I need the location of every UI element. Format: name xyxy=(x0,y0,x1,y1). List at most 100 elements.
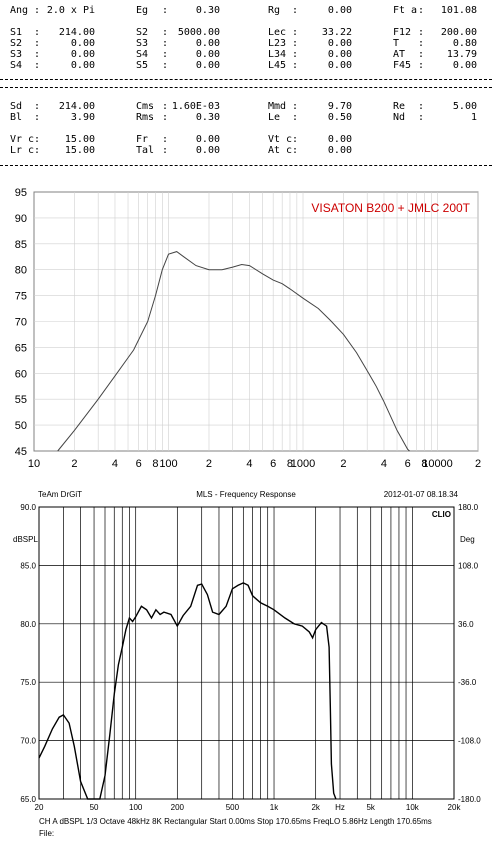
param-label: Vt c xyxy=(268,134,293,145)
param-label: Sd xyxy=(10,101,23,112)
param-colon: : xyxy=(34,145,41,156)
x-tick-label: 4 xyxy=(246,458,252,470)
param-value: 0.00 xyxy=(452,60,477,71)
param-colon: : xyxy=(34,134,41,145)
param-colon: : xyxy=(162,27,169,38)
param-colon: : xyxy=(292,27,299,38)
param-colon: : xyxy=(162,112,169,123)
param-colon: : xyxy=(292,38,299,49)
param-colon: : xyxy=(418,5,425,16)
x-tick-label: 2k xyxy=(311,803,320,812)
param-value: 200.00 xyxy=(440,27,477,38)
param-value: 0.00 xyxy=(327,60,352,71)
brand-label: CLIO xyxy=(432,510,451,519)
dashed-separator xyxy=(0,79,492,80)
param-label: Tal xyxy=(136,145,155,156)
header-right: 2012-01-07 08.18.34 xyxy=(384,490,459,499)
x-tick-label: 8 xyxy=(421,458,427,470)
param-colon: : xyxy=(292,101,299,112)
param-label: Vr c xyxy=(10,134,35,145)
param-label: Nd xyxy=(393,112,406,123)
param-colon: : xyxy=(162,134,169,145)
param-value: 0.00 xyxy=(327,5,352,16)
chart-title: MLS - Frequency Response xyxy=(196,490,296,499)
x-tick-label: 6 xyxy=(270,458,276,470)
param-label: S2 xyxy=(136,27,149,38)
param-label: T xyxy=(393,38,400,49)
param-colon: : xyxy=(418,60,425,71)
x-tick-label: 1000 xyxy=(291,458,315,470)
param-label: AT xyxy=(393,49,406,60)
param-value: 0.50 xyxy=(327,112,352,123)
param-value: 0.00 xyxy=(327,145,352,156)
param-label: L23 xyxy=(268,38,287,49)
param-value: 5000.00 xyxy=(177,27,220,38)
x-tick-label: 500 xyxy=(226,803,240,812)
param-value: 2.0 x Pi xyxy=(46,5,95,16)
measured-response-chart: TeAm DrGiT MLS - Frequency Response 2012-0… xyxy=(13,490,481,838)
y2-axis-label: Deg xyxy=(460,535,475,544)
x-tick-label: 1k xyxy=(270,803,279,812)
x-tick-label: 50 xyxy=(90,803,99,812)
param-value: 13.79 xyxy=(446,49,477,60)
param-colon: : xyxy=(162,5,169,16)
param-colon: : xyxy=(292,5,299,16)
param-label: S4 xyxy=(10,60,23,71)
param-label: S3 xyxy=(136,38,149,49)
param-label: Lr c xyxy=(10,145,35,156)
y2-tick-label: -36.0 xyxy=(458,678,477,687)
param-label: S3 xyxy=(10,49,23,60)
y-tick-label: 45 xyxy=(15,446,27,458)
param-label: Ang xyxy=(10,5,29,16)
x-tick-label: 10000 xyxy=(422,458,453,470)
param-colon: : xyxy=(34,112,41,123)
y-tick-label: 65.0 xyxy=(20,795,36,804)
param-value: 33.22 xyxy=(321,27,352,38)
dashed-separator xyxy=(0,87,492,88)
x-tick-label: 8 xyxy=(287,458,293,470)
y-tick-label: 95 xyxy=(15,187,27,199)
param-colon: : xyxy=(162,38,169,49)
param-colon: : xyxy=(162,145,169,156)
y-tick-label: 90 xyxy=(15,213,27,225)
param-label: L34 xyxy=(268,49,287,60)
param-value: 0.00 xyxy=(327,134,352,145)
y-tick-label: 75 xyxy=(15,291,27,303)
x-tick-label: 100 xyxy=(159,458,177,470)
param-label: Rg xyxy=(268,5,281,16)
param-colon: : xyxy=(418,27,425,38)
param-colon: : xyxy=(418,49,425,60)
response-curve xyxy=(57,251,410,452)
param-colon: : xyxy=(292,134,299,145)
y2-tick-label: -180.0 xyxy=(458,795,481,804)
y-tick-label: 70.0 xyxy=(20,737,36,746)
y-tick-label: 85 xyxy=(15,239,27,251)
parameter-panel: Ang:2.0 x Pi Eg:0.30 Rg:0.00 Ft a:101.08 S1:… xyxy=(0,0,492,170)
plot-frame xyxy=(38,506,455,800)
param-colon: : xyxy=(34,38,41,49)
y-tick-label: 50 xyxy=(15,420,27,432)
param-colon: : xyxy=(34,5,41,16)
param-value: 101.08 xyxy=(440,5,477,16)
y-tick-label: 90.0 xyxy=(20,503,36,512)
param-value: 0.00 xyxy=(70,38,95,49)
param-value: 0.30 xyxy=(195,5,220,16)
param-value: 0.00 xyxy=(327,38,352,49)
x-tick-label: 8 xyxy=(152,458,158,470)
param-label: L45 xyxy=(268,60,287,71)
param-value: 0.00 xyxy=(195,134,220,145)
param-label: Ft a xyxy=(393,5,418,16)
param-value: 5.00 xyxy=(452,101,477,112)
x-tick-label: 6 xyxy=(405,458,411,470)
param-colon: : xyxy=(418,112,425,123)
param-value: 3.90 xyxy=(70,112,95,123)
param-value: 1.60E-03 xyxy=(171,101,220,112)
y-tick-label: 65 xyxy=(15,342,27,354)
param-value: 214.00 xyxy=(58,27,95,38)
param-label: Eg xyxy=(136,5,149,16)
y2-tick-label: 180.0 xyxy=(458,503,479,512)
dashed-separator xyxy=(0,165,492,166)
param-colon: : xyxy=(34,49,41,60)
param-label: Lec xyxy=(268,27,287,38)
param-label: Fr xyxy=(136,134,149,145)
